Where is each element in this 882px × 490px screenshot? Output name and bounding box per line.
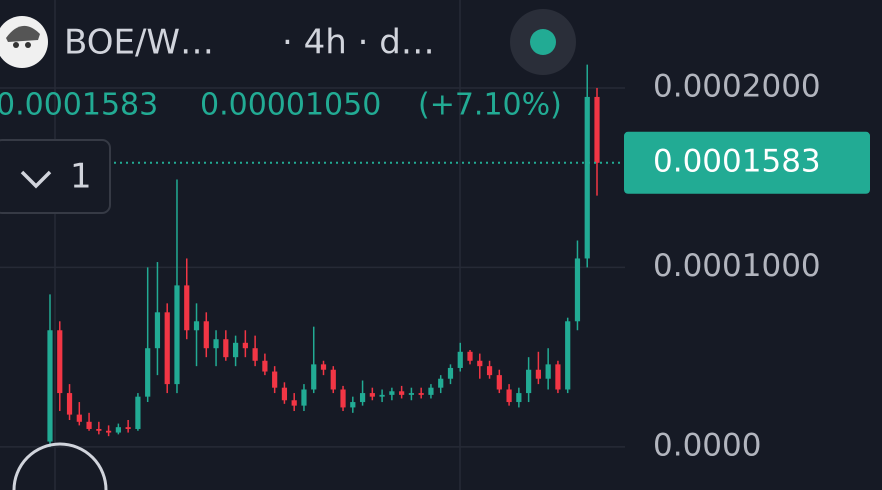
candle-body bbox=[281, 387, 288, 401]
candle-body bbox=[272, 371, 278, 388]
candle-body bbox=[193, 321, 200, 331]
candle-body bbox=[96, 428, 102, 431]
candle-body bbox=[330, 369, 336, 390]
candle-body bbox=[262, 360, 268, 372]
collapse-count: 1 bbox=[70, 157, 92, 197]
interval[interactable]: · 4h · d… bbox=[282, 23, 435, 63]
candle-body bbox=[76, 414, 82, 422]
candle-body bbox=[418, 393, 424, 395]
candle-body bbox=[213, 339, 219, 349]
candle-body bbox=[145, 348, 151, 397]
chevron bbox=[20, 170, 52, 189]
candle-body bbox=[506, 389, 512, 403]
candle-body bbox=[565, 321, 571, 390]
price-tag bbox=[624, 131, 870, 194]
candle-body bbox=[86, 421, 92, 429]
candle-body bbox=[301, 389, 307, 406]
y-tick-label: 0.0001000 bbox=[653, 248, 821, 284]
candle-body bbox=[584, 96, 590, 259]
candle-body bbox=[594, 96, 600, 163]
candle-body bbox=[369, 393, 375, 397]
candle-body bbox=[457, 351, 463, 368]
candle-body bbox=[496, 375, 502, 390]
candle-body bbox=[174, 285, 180, 385]
status-dot bbox=[530, 29, 556, 55]
candle-body bbox=[184, 285, 190, 331]
y-tick-label: 0.0002000 bbox=[653, 68, 821, 104]
candle-body bbox=[154, 312, 161, 349]
candle-body bbox=[125, 427, 131, 429]
candle-body bbox=[164, 312, 170, 385]
candle-body bbox=[242, 342, 248, 349]
candle-body bbox=[389, 391, 395, 395]
candle-body bbox=[232, 342, 239, 358]
candle-body bbox=[438, 378, 444, 388]
candle-body bbox=[535, 369, 541, 379]
candle-body bbox=[447, 367, 454, 379]
candle-body bbox=[526, 369, 532, 394]
collapse-button[interactable] bbox=[0, 139, 111, 214]
candle-body bbox=[486, 366, 493, 376]
candle-body bbox=[203, 321, 209, 349]
candle-body bbox=[545, 364, 551, 379]
candle-body bbox=[291, 400, 297, 406]
candle-body bbox=[47, 330, 53, 442]
candle-body bbox=[311, 364, 317, 390]
candle-body bbox=[467, 351, 473, 361]
candle-body bbox=[408, 393, 415, 395]
candle-body bbox=[350, 402, 356, 408]
candle-body bbox=[57, 330, 63, 394]
last-price: 0.0001583 bbox=[0, 88, 158, 123]
candle-body bbox=[252, 348, 258, 361]
candle-body bbox=[359, 393, 366, 403]
price-tag-label: 0.0001583 bbox=[653, 143, 821, 179]
candle-body bbox=[106, 430, 112, 433]
candle-body bbox=[428, 387, 434, 395]
candle-body bbox=[115, 427, 121, 433]
change-pct: (+7.10%) bbox=[418, 88, 562, 123]
candle-body bbox=[340, 389, 346, 408]
y-tick-label: 0.0000 bbox=[653, 427, 761, 463]
plot bbox=[0, 64, 625, 448]
change: 0.00001050 bbox=[200, 88, 381, 123]
candle-body bbox=[399, 391, 405, 395]
candle-body bbox=[477, 360, 483, 367]
candle-body bbox=[516, 393, 522, 403]
symbol[interactable]: BOE/W… bbox=[64, 23, 214, 63]
candle-body bbox=[135, 396, 141, 429]
candle-body bbox=[574, 258, 581, 322]
candle-body bbox=[320, 364, 327, 370]
candle-body bbox=[223, 339, 229, 358]
candle-body bbox=[66, 393, 73, 415]
bottom-button[interactable] bbox=[12, 442, 108, 490]
candle-body bbox=[555, 364, 561, 390]
candle-body bbox=[379, 394, 385, 397]
avatar bbox=[0, 16, 48, 68]
